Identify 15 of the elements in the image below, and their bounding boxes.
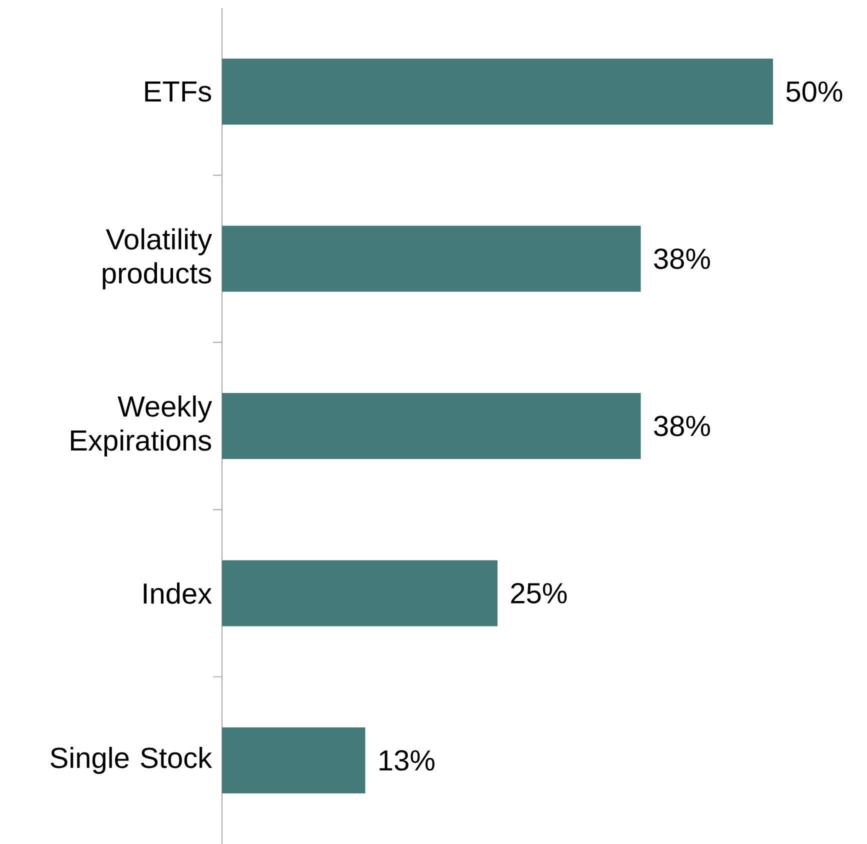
data-label: 38% <box>654 415 710 436</box>
data-label: 25% <box>511 582 567 604</box>
bar <box>222 392 641 459</box>
data-label: 13% <box>380 750 434 770</box>
y-tick-label: Single Stock <box>50 746 212 774</box>
data-label: 50% <box>786 81 842 102</box>
bar <box>222 226 641 292</box>
bar <box>222 727 366 794</box>
y-tick-label: Index <box>144 582 212 604</box>
y-tick-label: Weekly Expirations <box>71 395 212 456</box>
y-tick-label: Volatility products <box>102 228 212 290</box>
data-label: 38% <box>654 248 710 269</box>
y-tick-label: ETFs <box>145 81 212 102</box>
bar <box>222 58 774 124</box>
bar <box>222 560 498 626</box>
